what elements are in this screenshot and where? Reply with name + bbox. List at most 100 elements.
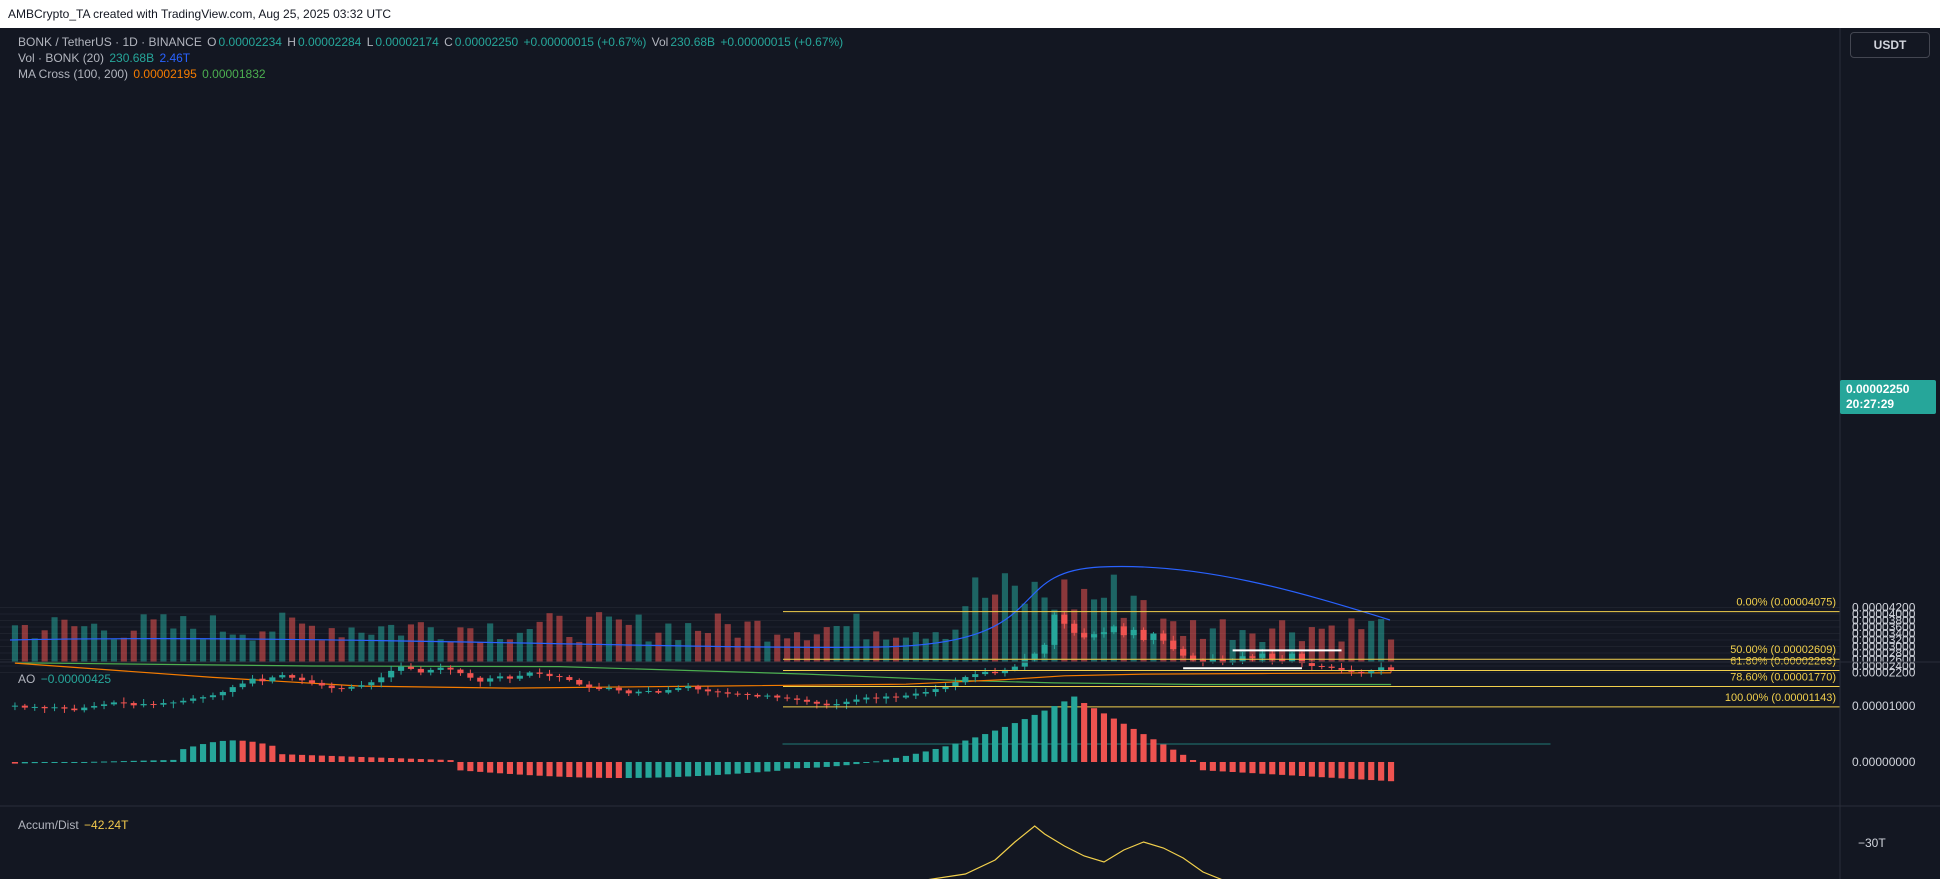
candle-body bbox=[694, 686, 702, 690]
ao-bar bbox=[447, 760, 454, 762]
volume-bar bbox=[1021, 603, 1028, 662]
ao-bar bbox=[437, 759, 444, 762]
candle bbox=[328, 682, 335, 693]
candle bbox=[378, 672, 385, 688]
ma-cross-label: MA Cross (100, 200) bbox=[18, 67, 129, 81]
candle bbox=[506, 674, 514, 684]
candle bbox=[892, 692, 900, 703]
volume-bar bbox=[308, 625, 316, 662]
candle bbox=[467, 669, 474, 681]
candle bbox=[1249, 654, 1256, 662]
candle-body bbox=[1199, 660, 1207, 663]
candle-body bbox=[586, 684, 593, 688]
candle bbox=[655, 689, 662, 694]
ma200-line bbox=[14, 662, 1392, 686]
candle-body bbox=[1249, 656, 1256, 658]
volume-bar bbox=[328, 628, 335, 662]
ao-bar bbox=[813, 762, 820, 768]
volume-bar bbox=[1189, 620, 1197, 662]
volume-bar bbox=[338, 637, 345, 662]
volume-bar bbox=[1298, 641, 1306, 662]
fib-label: 100.00% (0.00001143) bbox=[1725, 692, 1836, 704]
accum-line bbox=[928, 825, 1222, 879]
bar-countdown: 20:27:29 bbox=[1846, 397, 1895, 411]
volume-bar bbox=[724, 624, 731, 662]
candle bbox=[576, 678, 583, 686]
volume-bar bbox=[1387, 639, 1395, 662]
volume-bar bbox=[407, 624, 415, 662]
close-label: C bbox=[444, 35, 453, 49]
candle bbox=[180, 697, 187, 705]
ao-bar bbox=[714, 762, 721, 775]
candle bbox=[318, 679, 325, 689]
ao-bar bbox=[625, 762, 632, 778]
candle bbox=[11, 702, 19, 711]
ao-bar bbox=[675, 762, 682, 777]
candle-body bbox=[457, 669, 464, 674]
ao-bar bbox=[1081, 703, 1088, 762]
candle bbox=[51, 703, 58, 712]
ao-bar bbox=[853, 762, 860, 765]
current-price-tag: 0.00002250 20:27:29 bbox=[1840, 380, 1936, 414]
candle-body bbox=[506, 676, 514, 679]
candle bbox=[1180, 646, 1187, 658]
candle-body bbox=[328, 685, 335, 689]
candle bbox=[803, 696, 811, 705]
ao-bar bbox=[477, 762, 484, 772]
ao-bar bbox=[586, 762, 593, 778]
ao-bar bbox=[110, 761, 118, 763]
candle bbox=[21, 703, 28, 710]
ao-bar bbox=[892, 757, 900, 762]
ao-bar bbox=[81, 761, 88, 763]
volume-bar bbox=[843, 626, 850, 662]
chart-canvas[interactable]: 0.00% (0.00004075) 50.00% (0.00002609)61.… bbox=[0, 28, 1940, 879]
ao-bar bbox=[546, 762, 553, 777]
candle-body bbox=[1378, 667, 1385, 672]
candle-body bbox=[1189, 655, 1197, 661]
candle-body bbox=[1288, 653, 1296, 661]
ao-bar bbox=[754, 762, 761, 773]
ao-bar bbox=[487, 762, 494, 773]
candle bbox=[100, 700, 108, 710]
candle bbox=[704, 686, 712, 696]
ao-bar bbox=[823, 762, 830, 767]
volume-bar bbox=[734, 637, 741, 662]
fib-label: 0.00% (0.00004075) bbox=[1736, 597, 1836, 609]
ao-bar bbox=[1011, 723, 1018, 762]
ao-bar bbox=[1239, 762, 1246, 773]
candle-body bbox=[645, 691, 652, 693]
volume-bar bbox=[784, 638, 791, 662]
candle bbox=[724, 688, 731, 698]
candle-body bbox=[724, 692, 731, 694]
candle-body bbox=[774, 695, 781, 698]
ao-bar bbox=[1189, 760, 1197, 762]
ao-bar bbox=[120, 761, 127, 763]
ao-bar bbox=[982, 734, 989, 762]
volume-bar bbox=[279, 612, 286, 662]
volume-bar bbox=[1279, 620, 1286, 662]
volume-bar bbox=[1209, 628, 1216, 662]
ao-bar bbox=[41, 762, 48, 763]
candle-body bbox=[229, 687, 236, 692]
candle-body bbox=[279, 675, 286, 678]
ao-bar bbox=[655, 762, 662, 778]
ao-tick-label: 0.00001000 bbox=[1852, 699, 1916, 713]
ao-bar bbox=[1150, 739, 1157, 762]
candle-body bbox=[982, 671, 989, 675]
volume-bar bbox=[1269, 628, 1276, 662]
candle-body bbox=[1209, 658, 1216, 663]
candle-body bbox=[249, 678, 256, 684]
candle bbox=[348, 684, 355, 691]
currency-button[interactable]: USDT bbox=[1850, 32, 1930, 58]
candle-body bbox=[784, 697, 791, 699]
ao-bar bbox=[922, 751, 929, 762]
ao-bar bbox=[11, 762, 19, 764]
volume-bar bbox=[1071, 609, 1078, 662]
candle bbox=[764, 693, 771, 700]
candle bbox=[952, 677, 959, 691]
candle-body bbox=[368, 682, 375, 686]
price-tick-label: 0.00004200 bbox=[1852, 601, 1916, 615]
candle-body bbox=[1269, 653, 1276, 660]
candle-body bbox=[289, 675, 296, 678]
volume-bar bbox=[595, 612, 603, 662]
